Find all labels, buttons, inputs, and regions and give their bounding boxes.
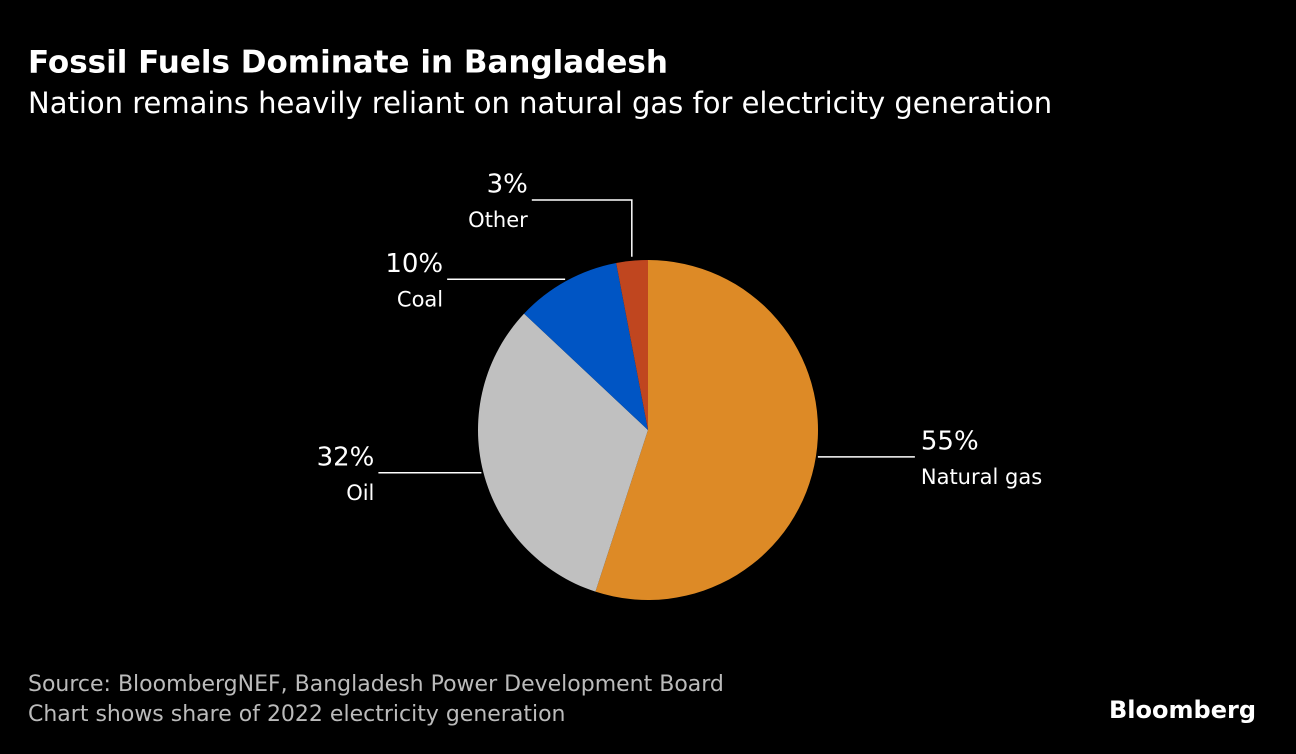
category-label: Natural gas [921, 465, 1042, 489]
value-label: 55% [921, 426, 979, 456]
chart-subtitle: Nation remains heavily reliant on natura… [28, 86, 1052, 120]
value-label: 10% [385, 249, 443, 279]
category-label: Coal [397, 287, 443, 311]
value-label: 32% [317, 442, 375, 472]
category-label: Oil [346, 481, 374, 505]
chart-title: Fossil Fuels Dominate in Bangladesh [28, 45, 668, 81]
value-label: 3% [487, 170, 528, 200]
pie-slice [477, 313, 648, 592]
category-label: Other [468, 208, 528, 232]
pie-slice [595, 260, 818, 600]
source: Source: BloombergNEF, Bangladesh Power D… [28, 672, 724, 697]
leader-line [531, 199, 633, 257]
note: Chart shows share of 2022 electricity ge… [28, 702, 565, 727]
logo: Bloomberg [1109, 696, 1256, 724]
pie-slice [524, 263, 648, 430]
pie-slice [616, 260, 648, 430]
